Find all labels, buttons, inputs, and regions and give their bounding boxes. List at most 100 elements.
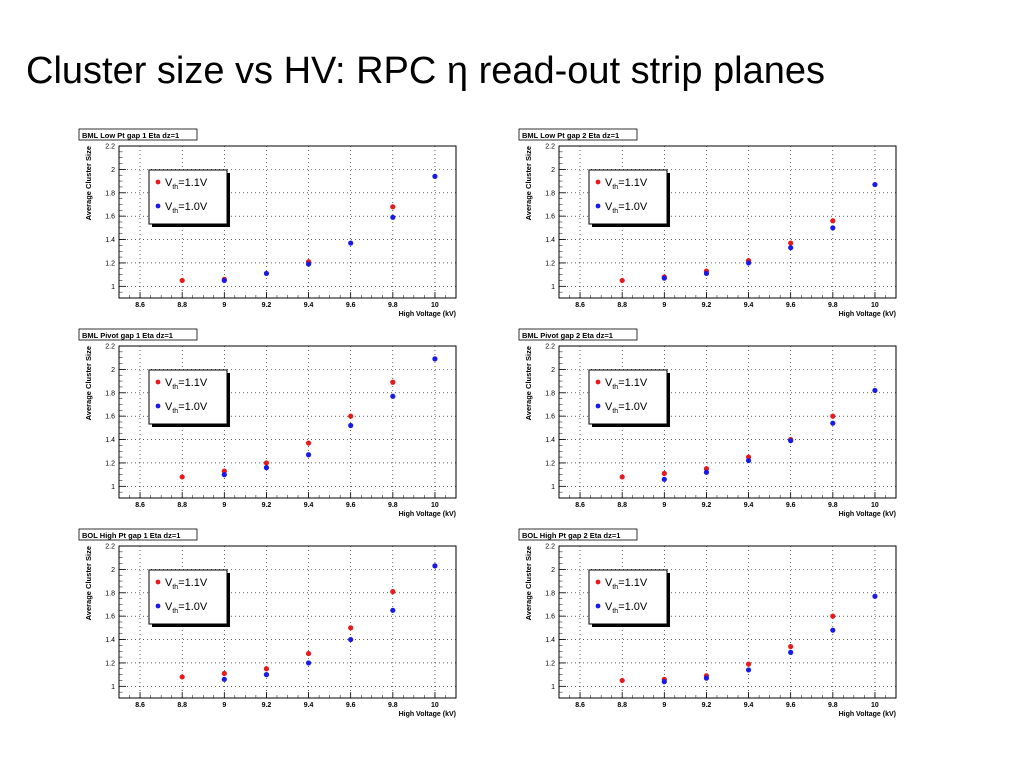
data-point-series-2 [830, 225, 836, 231]
x-tick-label: 9 [662, 302, 666, 309]
legend-label-1: Vth=1.1V [165, 177, 208, 191]
chart-title: BML Low Pt gap 1 Eta dz=1 [82, 131, 179, 140]
y-tick-label: 2 [111, 167, 115, 174]
data-point-series-2 [432, 563, 438, 569]
data-point-series-1 [390, 589, 396, 595]
y-axis-label: Average Cluster Size [84, 146, 93, 220]
x-tick-label: 9.8 [828, 702, 838, 709]
y-axis-label: Average Cluster Size [84, 346, 93, 420]
x-tick-label: 9.6 [786, 702, 796, 709]
data-point-series-1 [390, 204, 396, 210]
x-tick-label: 9.4 [744, 502, 754, 509]
chart-title: BOL High Pt gap 2 Eta dz=1 [522, 531, 620, 540]
x-tick-label: 10 [431, 702, 439, 709]
legend-marker-2 [595, 203, 601, 209]
legend-marker-2 [595, 403, 601, 409]
y-tick-label: 1.2 [105, 260, 115, 267]
data-point-series-1 [348, 413, 354, 419]
x-tick-label: 8.8 [177, 302, 187, 309]
chart-title: BML Low Pt gap 2 Eta dz=1 [522, 131, 619, 140]
x-tick-label: 8.6 [135, 702, 145, 709]
x-tick-label: 9.4 [304, 302, 314, 309]
x-tick-label: 8.6 [575, 302, 585, 309]
chart-svg-4: BML Pivot gap 2 Eta dz=1 8.6 8.8 9 9.2 9.4 9.6… [518, 328, 897, 518]
data-point-series-1 [305, 650, 312, 657]
y-tick-label: 1.2 [545, 260, 555, 267]
y-axis-label: Average Cluster Size [524, 546, 533, 620]
y-tick-label: 1.8 [545, 590, 555, 597]
data-point-series-2 [830, 627, 836, 633]
data-point-series-2 [830, 420, 836, 426]
x-axis-label: High Voltage (kV) [839, 511, 896, 518]
x-tick-label: 10 [431, 502, 439, 509]
y-tick-label: 1 [551, 484, 555, 491]
legend-marker-2 [155, 203, 161, 209]
x-tick-label: 9.2 [702, 302, 712, 309]
data-point-series-2 [221, 676, 227, 682]
chart-panel-5: BOL High Pt gap 1 Eta dz=1 8.6 8.8 9 9.2 9.4 9… [76, 528, 466, 718]
y-tick-label: 2 [551, 167, 555, 174]
y-tick-label: 2.2 [105, 144, 115, 151]
x-tick-label: 8.8 [617, 302, 627, 309]
y-axis-label: Average Cluster Size [84, 546, 93, 620]
y-tick-label: 1.4 [105, 237, 115, 244]
data-point-series-1 [830, 413, 836, 419]
y-tick-label: 1.4 [545, 637, 555, 644]
data-point-series-1 [263, 460, 270, 466]
data-point-series-2 [390, 393, 396, 399]
legend-box [148, 169, 228, 225]
legend-box [148, 369, 228, 425]
chart-title-box [78, 128, 198, 141]
data-point-series-1 [830, 218, 836, 224]
y-tick-label: 2.2 [545, 344, 555, 351]
x-tick-label: 9.4 [304, 702, 314, 709]
data-point-series-2 [348, 422, 354, 429]
chart-title-box [518, 528, 638, 541]
chart-title-box [78, 528, 198, 541]
y-tick-label: 1.8 [105, 190, 115, 197]
y-tick-label: 1.6 [105, 614, 115, 621]
x-tick-label: 8.6 [135, 502, 145, 509]
x-tick-label: 9 [222, 302, 226, 309]
y-tick-label: 1.8 [105, 390, 115, 397]
data-point-series-2 [263, 672, 270, 678]
x-tick-label: 8.6 [135, 302, 145, 309]
x-tick-label: 9.2 [702, 702, 712, 709]
x-tick-label: 8.8 [617, 702, 627, 709]
x-tick-label: 9.8 [388, 302, 398, 309]
legend-box [148, 569, 228, 625]
legend-label-2: Vth=1.0V [605, 401, 648, 415]
data-point-series-1 [179, 674, 185, 680]
data-point-series-2 [872, 387, 878, 394]
y-tick-label: 1.4 [105, 637, 115, 644]
chart-panel-1: BML Low Pt gap 1 Eta dz=1 8.6 8.8 9 9.2 9.4 9.… [76, 128, 466, 318]
chart-svg-5: BOL High Pt gap 1 Eta dz=1 8.6 8.8 9 9.2 9.4 9… [78, 528, 457, 718]
chart-title-box [518, 328, 638, 341]
data-point-series-2 [788, 438, 794, 444]
legend-label-2: Vth=1.0V [165, 201, 208, 215]
x-tick-label: 9 [662, 702, 666, 709]
x-tick-label: 9.6 [786, 302, 796, 309]
y-tick-label: 2.2 [105, 544, 115, 551]
legend-box [588, 369, 668, 425]
chart-svg-2: BML Low Pt gap 2 Eta dz=1 8.6 8.8 9 9.2 9.4 9.… [518, 128, 897, 318]
data-point-series-2 [390, 607, 396, 613]
data-point-series-2 [788, 245, 794, 251]
data-point-series-2 [788, 649, 794, 655]
x-tick-label: 8.6 [575, 702, 585, 709]
data-point-series-2 [390, 214, 396, 220]
slide-title: Cluster size vs HV: RPC η read-out strip… [26, 50, 826, 92]
legend-label-1: Vth=1.1V [165, 377, 208, 391]
data-point-series-2 [703, 675, 710, 681]
legend-marker-1 [155, 379, 161, 385]
x-axis-label: High Voltage (kV) [399, 511, 456, 518]
y-tick-label: 1.8 [105, 590, 115, 597]
y-tick-label: 1 [551, 684, 555, 691]
data-point-series-2 [661, 679, 667, 685]
legend-label-2: Vth=1.0V [165, 601, 208, 615]
legend-marker-1 [155, 579, 161, 585]
data-point-series-2 [703, 469, 710, 475]
chart-panel-4: BML Pivot gap 2 Eta dz=1 8.6 8.8 9 9.2 9.4 9.6… [516, 328, 906, 518]
x-tick-label: 8.8 [177, 702, 187, 709]
y-tick-label: 1.2 [105, 460, 115, 467]
